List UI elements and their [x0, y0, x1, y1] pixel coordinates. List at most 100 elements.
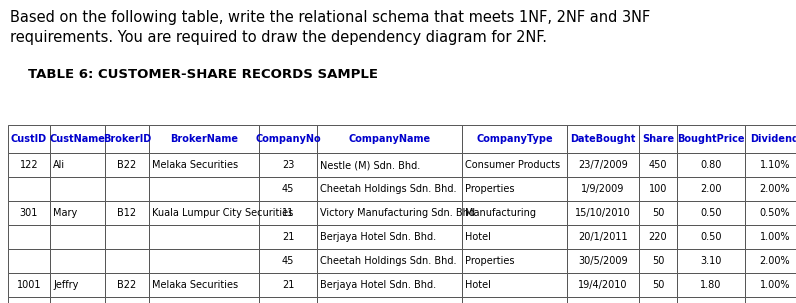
Bar — [677, 249, 745, 273]
Bar — [462, 297, 567, 303]
Text: Cheetah Holdings Sdn. Bhd.: Cheetah Holdings Sdn. Bhd. — [320, 184, 456, 194]
Text: CompanyName: CompanyName — [349, 134, 431, 144]
Bar — [567, 201, 639, 225]
Bar — [317, 153, 462, 177]
Text: 3.10: 3.10 — [700, 256, 722, 266]
Bar — [462, 125, 567, 153]
Bar — [259, 297, 317, 303]
Bar — [8, 201, 50, 225]
Bar — [8, 177, 50, 201]
Text: 100: 100 — [649, 184, 667, 194]
Text: 11: 11 — [282, 208, 295, 218]
Bar — [745, 225, 796, 249]
Bar — [259, 125, 317, 153]
Text: B22: B22 — [117, 160, 137, 170]
Bar — [462, 273, 567, 297]
Text: 220: 220 — [649, 232, 667, 242]
Bar — [317, 201, 462, 225]
Text: 1.00%: 1.00% — [759, 232, 790, 242]
Text: 21: 21 — [282, 280, 295, 290]
Text: B22: B22 — [117, 280, 137, 290]
Text: Hotel: Hotel — [465, 232, 491, 242]
Bar — [105, 201, 149, 225]
Bar — [639, 201, 677, 225]
Bar — [105, 177, 149, 201]
Bar — [677, 201, 745, 225]
Text: 50: 50 — [652, 208, 664, 218]
Bar — [745, 125, 796, 153]
Bar — [639, 297, 677, 303]
Text: B12: B12 — [118, 208, 137, 218]
Bar — [677, 297, 745, 303]
Bar — [462, 225, 567, 249]
Text: 1/9/2009: 1/9/2009 — [581, 184, 625, 194]
Text: 50: 50 — [652, 256, 664, 266]
Bar — [259, 153, 317, 177]
Text: Cheetah Holdings Sdn. Bhd.: Cheetah Holdings Sdn. Bhd. — [320, 256, 456, 266]
Text: 122: 122 — [20, 160, 38, 170]
Text: CustID: CustID — [11, 134, 47, 144]
Bar — [745, 249, 796, 273]
Bar — [50, 177, 105, 201]
Text: Consumer Products: Consumer Products — [465, 160, 560, 170]
Bar — [567, 153, 639, 177]
Text: Berjaya Hotel Sdn. Bhd.: Berjaya Hotel Sdn. Bhd. — [320, 232, 436, 242]
Text: Berjaya Hotel Sdn. Bhd.: Berjaya Hotel Sdn. Bhd. — [320, 280, 436, 290]
Bar — [567, 177, 639, 201]
Bar — [745, 297, 796, 303]
Bar — [105, 125, 149, 153]
Text: 301: 301 — [20, 208, 38, 218]
Bar — [567, 249, 639, 273]
Text: 0.50%: 0.50% — [759, 208, 790, 218]
Text: CompanyNo: CompanyNo — [256, 134, 321, 144]
Text: 45: 45 — [282, 256, 295, 266]
Bar — [149, 177, 259, 201]
Text: Ali: Ali — [53, 160, 65, 170]
Text: Victory Manufacturing Sdn. Bhd: Victory Manufacturing Sdn. Bhd — [320, 208, 475, 218]
Bar — [50, 225, 105, 249]
Bar — [259, 177, 317, 201]
Bar — [8, 297, 50, 303]
Bar — [677, 177, 745, 201]
Bar — [462, 177, 567, 201]
Text: 2.00%: 2.00% — [759, 256, 790, 266]
Text: 23: 23 — [282, 160, 295, 170]
Bar — [50, 273, 105, 297]
Bar — [149, 297, 259, 303]
Bar — [50, 125, 105, 153]
Text: Manufacturing: Manufacturing — [465, 208, 536, 218]
Bar — [317, 225, 462, 249]
Text: 30/5/2009: 30/5/2009 — [578, 256, 628, 266]
Bar — [567, 297, 639, 303]
Bar — [745, 177, 796, 201]
Bar — [317, 297, 462, 303]
Text: TABLE 6: CUSTOMER-SHARE RECORDS SAMPLE: TABLE 6: CUSTOMER-SHARE RECORDS SAMPLE — [28, 68, 378, 81]
Bar — [317, 273, 462, 297]
Bar — [105, 249, 149, 273]
Bar — [639, 153, 677, 177]
Bar — [462, 249, 567, 273]
Text: Share: Share — [642, 134, 674, 144]
Bar — [462, 201, 567, 225]
Text: Melaka Securities: Melaka Securities — [152, 160, 238, 170]
Text: Based on the following table, write the relational schema that meets 1NF, 2NF an: Based on the following table, write the … — [10, 10, 650, 25]
Bar — [50, 249, 105, 273]
Bar — [317, 249, 462, 273]
Bar — [567, 225, 639, 249]
Text: 1.00%: 1.00% — [759, 280, 790, 290]
Bar — [677, 125, 745, 153]
Text: Mary: Mary — [53, 208, 77, 218]
Text: 23/7/2009: 23/7/2009 — [578, 160, 628, 170]
Text: 20/1/2011: 20/1/2011 — [578, 232, 628, 242]
Text: 0.50: 0.50 — [700, 208, 722, 218]
Text: BrokerName: BrokerName — [170, 134, 238, 144]
Bar — [149, 273, 259, 297]
Bar — [639, 225, 677, 249]
Bar — [745, 201, 796, 225]
Bar — [50, 201, 105, 225]
Text: BrokerID: BrokerID — [103, 134, 151, 144]
Text: Kuala Lumpur City Securities: Kuala Lumpur City Securities — [152, 208, 293, 218]
Bar — [50, 297, 105, 303]
Bar — [639, 273, 677, 297]
Text: 2.00%: 2.00% — [759, 184, 790, 194]
